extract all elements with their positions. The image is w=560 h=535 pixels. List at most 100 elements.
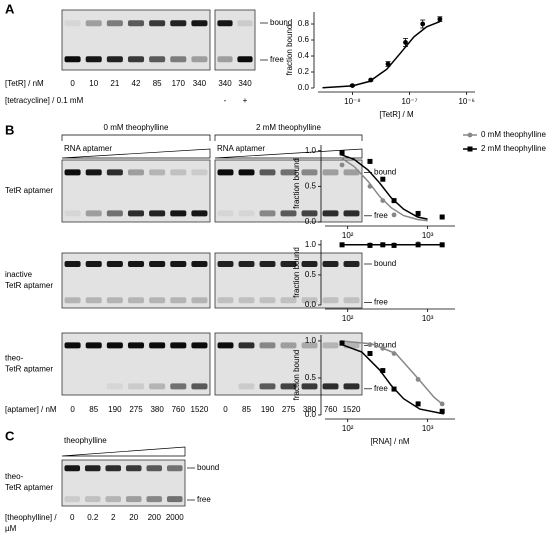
ramp-label: theophylline: [64, 436, 107, 445]
row-label: TetR aptamer: [5, 186, 53, 195]
point: [437, 16, 443, 22]
gel-band: [322, 169, 339, 176]
label: [TetR] / nM: [5, 79, 44, 88]
lane-label: 170: [172, 79, 186, 88]
gel-band: [217, 20, 233, 27]
gel-band: [64, 342, 81, 349]
gel: [61, 459, 186, 507]
x-axis-label: [TetR] / M: [379, 110, 414, 119]
lane-label: 340: [193, 79, 207, 88]
gel-band: [64, 169, 81, 176]
gel-band: [146, 496, 163, 503]
gel-band: [217, 210, 234, 217]
gel-band: [238, 342, 255, 349]
lane-label: 0: [70, 79, 75, 88]
lane-label: 275: [129, 405, 143, 414]
bracket: [214, 134, 363, 141]
fit-curve: [339, 340, 445, 406]
gel-band: [170, 261, 187, 267]
gel-band: [85, 342, 102, 349]
point: [415, 210, 421, 216]
gel-band: [149, 169, 166, 176]
legend-label: 0 mM theophylline: [481, 130, 546, 139]
gel-band: [280, 383, 297, 390]
lane-label: 0.2: [87, 513, 99, 522]
gel-band: [191, 20, 208, 27]
gel-band: [106, 297, 123, 304]
point: [439, 242, 445, 248]
gel-band: [343, 261, 360, 267]
lane-label: 10: [89, 79, 98, 88]
gel-band: [166, 465, 183, 472]
ramp: [61, 148, 211, 159]
gel-band: [105, 465, 122, 472]
gel-band: [85, 20, 102, 27]
gel-band: [149, 342, 166, 349]
point: [415, 377, 421, 382]
gel-band: [170, 169, 187, 176]
y-axis-label: fraction bound: [292, 158, 301, 209]
gel-band: [170, 383, 187, 390]
x-axis-label: [RNA] / nM: [370, 437, 409, 446]
point: [380, 198, 386, 204]
gel-band: [106, 261, 123, 267]
x-tick-label: 10⁻⁶: [458, 97, 474, 106]
point: [420, 21, 426, 27]
gel-band: [343, 383, 360, 390]
point: [391, 242, 397, 248]
point: [415, 401, 421, 407]
gel-band: [127, 297, 145, 304]
gel-band: [280, 261, 297, 267]
gel-band: [191, 297, 208, 304]
gel-band: [166, 496, 183, 503]
x-tick-label: 10²: [342, 314, 354, 323]
gel-band: [85, 210, 102, 217]
gel-band: [259, 210, 276, 217]
gel-band: [146, 465, 163, 472]
lane-label: 340: [218, 79, 232, 88]
y-tick-label: 1.0: [305, 240, 317, 249]
y-tick-label: 0.0: [305, 300, 317, 309]
row-label: TetR aptamer: [5, 483, 53, 492]
gel-band: [64, 20, 81, 27]
lane-label: 760: [172, 405, 186, 414]
x-tick-label: 10³: [422, 231, 434, 240]
gel-band: [64, 496, 81, 503]
y-tick-label: 1.0: [305, 146, 317, 155]
gel-band: [259, 383, 276, 390]
gel-band: [127, 56, 145, 63]
lane-label: -: [224, 96, 227, 105]
gel-band: [322, 383, 339, 390]
y-tick-label: 0.5: [305, 373, 317, 382]
lane-label: 380: [303, 405, 317, 414]
point: [439, 214, 445, 220]
point: [439, 408, 445, 414]
band-label: bound: [374, 168, 396, 177]
lane-label: 2000: [166, 513, 184, 522]
point: [380, 368, 386, 374]
gel-band: [301, 169, 318, 176]
band-label: bound: [374, 341, 396, 350]
gel-band: [106, 56, 123, 63]
y-tick-label: 0.8: [298, 19, 310, 28]
gel-band: [280, 297, 297, 304]
lane-label: 85: [89, 405, 98, 414]
legend-marker: [467, 132, 473, 138]
gel-band: [322, 261, 339, 267]
x-tick-label: 10²: [342, 424, 354, 433]
gel-band: [105, 496, 122, 503]
lane-label: 21: [110, 79, 119, 88]
lane-label: 20: [129, 513, 138, 522]
bracket: [61, 134, 211, 141]
band-label: free: [270, 55, 284, 64]
x-tick-label: 10²: [342, 231, 354, 240]
point: [391, 386, 397, 392]
gel-band: [301, 210, 318, 217]
lane-label: 2: [111, 513, 116, 522]
ramp-label: RNA aptamer: [64, 144, 112, 153]
gel-band: [217, 261, 234, 267]
gel-band: [170, 297, 187, 304]
y-axis-label: fraction bound: [292, 350, 301, 401]
gel-band: [259, 261, 276, 267]
